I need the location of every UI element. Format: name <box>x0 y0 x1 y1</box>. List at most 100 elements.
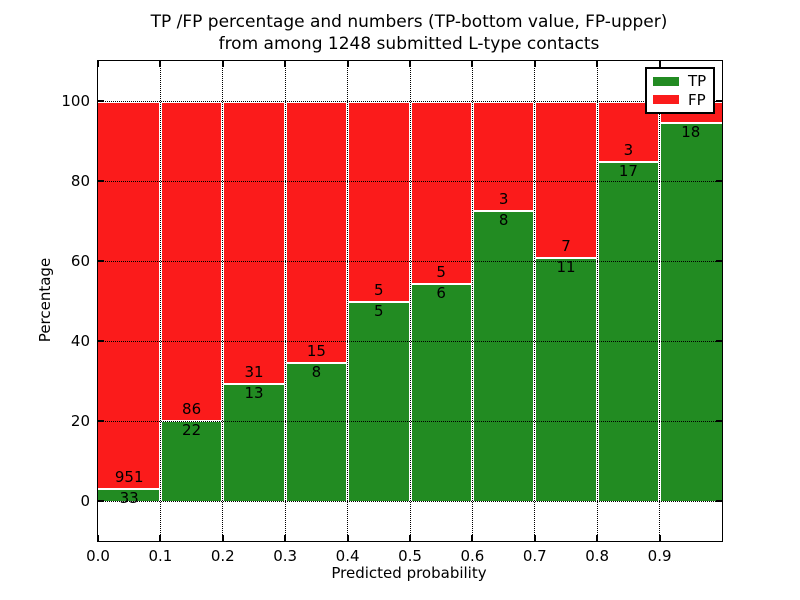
fp-bar-segment <box>98 101 161 488</box>
y-tick-mark <box>98 500 104 502</box>
tp-bar-segment <box>160 419 223 501</box>
tp-count-label: 6 <box>436 283 446 302</box>
y-tick-mark <box>98 340 104 342</box>
y-tick-label: 80 <box>70 172 90 190</box>
gridline-horizontal <box>98 341 722 342</box>
y-tick-label: 20 <box>70 412 90 430</box>
fp-count-label: 3 <box>498 190 509 209</box>
tp-bar-segment <box>659 122 722 501</box>
x-tick-label: 0.1 <box>148 547 173 565</box>
x-tick-label: 0.8 <box>585 547 610 565</box>
y-tick-mark <box>716 100 722 102</box>
fp-bar-segment <box>285 101 348 362</box>
x-tick-mark <box>533 61 536 67</box>
y-tick-mark <box>98 180 104 182</box>
x-tick-label: 0.0 <box>86 547 110 565</box>
tp-count-label: 17 <box>618 162 638 180</box>
x-tick-mark <box>284 61 287 67</box>
tp-legend-label: TP <box>688 72 707 91</box>
y-axis-label: Percentage <box>36 257 54 343</box>
legend-item-tp: TP <box>653 73 707 89</box>
x-tick-label: 0.5 <box>398 547 422 565</box>
x-tick-mark <box>533 535 536 541</box>
gridline-vertical <box>283 61 287 541</box>
gridline-vertical <box>346 61 350 541</box>
legend: TP FP <box>645 67 715 114</box>
x-tick-label: 0.6 <box>460 547 485 565</box>
tp-count-label: 18 <box>681 123 701 142</box>
x-tick-mark <box>596 535 599 541</box>
x-tick-mark <box>97 535 99 541</box>
y-tick-mark <box>716 260 722 262</box>
x-tick-mark <box>346 61 349 67</box>
y-tick-mark <box>98 260 104 262</box>
tp-count-label: 8 <box>311 362 322 381</box>
x-tick-mark <box>471 535 474 541</box>
y-tick-label: 60 <box>70 252 90 270</box>
gridline-horizontal <box>98 181 722 182</box>
gridline-horizontal <box>98 261 722 262</box>
fp-count-label: 15 <box>306 341 326 360</box>
gridline-vertical <box>221 61 225 541</box>
gridline-horizontal <box>98 421 722 422</box>
x-tick-mark <box>658 535 661 541</box>
fp-bar-segment <box>347 101 410 301</box>
x-tick-mark <box>221 61 224 67</box>
gridline-vertical <box>158 61 162 541</box>
y-tick-label: 0 <box>80 492 90 510</box>
x-tick-mark <box>658 61 661 67</box>
gridline-vertical <box>533 61 537 541</box>
chart-title-line2: from among 1248 submitted L-type contact… <box>218 34 600 54</box>
x-axis-label: Predicted probability <box>331 564 487 582</box>
fp-count-label: 3 <box>623 141 634 159</box>
fp-bar-segment <box>472 101 535 211</box>
fp-count-label: 7 <box>561 236 571 255</box>
gridline-horizontal <box>98 101 722 102</box>
x-tick-mark <box>159 535 162 541</box>
y-tick-mark <box>716 420 722 422</box>
y-tick-label: 40 <box>70 332 90 350</box>
tp-count-label: 8 <box>498 211 509 230</box>
x-tick-label: 0.2 <box>210 547 235 565</box>
tp-bar-segment <box>347 301 410 501</box>
x-tick-mark <box>284 535 287 541</box>
y-tick-mark <box>716 340 722 342</box>
x-tick-label: 0.3 <box>273 547 298 565</box>
y-tick-mark <box>98 100 104 102</box>
fp-count-label: 5 <box>374 281 384 299</box>
x-tick-mark <box>409 61 411 67</box>
fp-count-label: 951 <box>114 467 144 486</box>
tp-bar-segment <box>472 210 535 501</box>
fp-count-label: 86 <box>182 399 202 418</box>
tp-count-label: 11 <box>556 257 576 276</box>
x-tick-mark <box>159 61 162 67</box>
x-tick-mark <box>97 61 99 67</box>
fp-bar-segment <box>534 101 598 257</box>
gridline-vertical <box>470 61 474 541</box>
gridline-vertical <box>408 61 412 541</box>
gridline-vertical <box>658 61 662 541</box>
tp-count-label: 5 <box>374 302 384 320</box>
y-tick-label: 100 <box>61 92 90 110</box>
x-tick-label: 0.4 <box>335 547 360 565</box>
gridline-vertical <box>595 61 599 541</box>
y-tick-mark <box>98 420 104 422</box>
tp-count-label: 13 <box>244 383 264 402</box>
y-tick-mark <box>716 500 722 502</box>
plot-area: 951 33 86 22 31 13 15 8 5 5 5 6 3 8 7 11 3 17 18 0 20 40 60 80 1… <box>61 60 723 565</box>
fp-legend-swatch <box>653 95 679 105</box>
fp-legend-label: FP <box>688 90 706 109</box>
x-tick-mark <box>409 535 411 541</box>
tp-bar-segment <box>285 361 348 501</box>
x-tick-mark <box>471 61 474 67</box>
fp-count-label: 5 <box>436 262 446 281</box>
fp-count-label: 31 <box>244 362 264 381</box>
chart-title: TP /FP percentage and numbers (TP-bottom… <box>97 11 721 55</box>
x-tick-label: 0.9 <box>647 547 672 565</box>
y-tick-mark <box>716 180 722 182</box>
chart-title-line1: TP /FP percentage and numbers (TP-bottom… <box>150 12 668 32</box>
tp-bar-segment <box>98 487 161 501</box>
x-tick-mark <box>596 61 599 67</box>
tp-bar-segment <box>410 282 473 501</box>
